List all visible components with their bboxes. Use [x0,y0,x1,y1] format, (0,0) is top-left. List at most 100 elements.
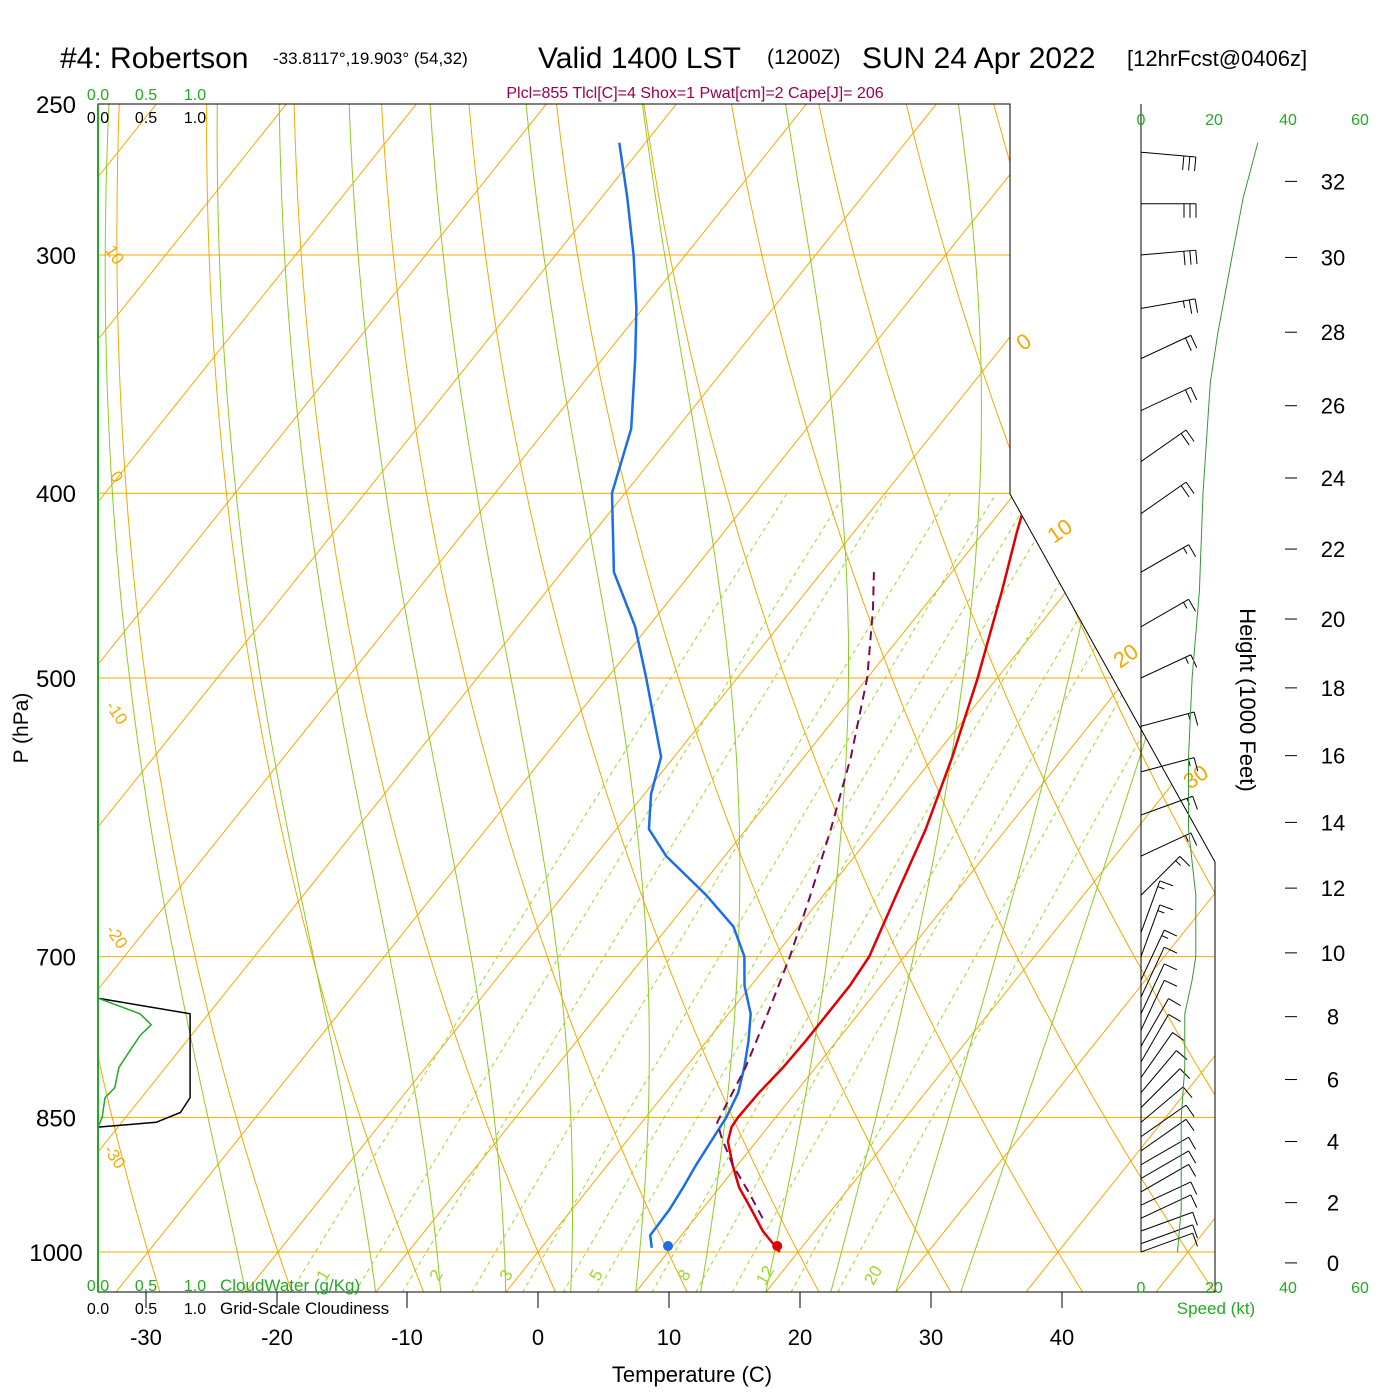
height-tick-label: 12 [1321,876,1345,901]
moist-adiabat-line [104,104,247,1292]
wind-barb-staff [1140,1118,1187,1152]
pressure-tick-label: 300 [36,243,76,270]
wind-barb-staff [1140,654,1192,679]
wind-barb-staff [1140,249,1196,256]
height-tick-label: 24 [1321,466,1345,491]
pressure-tick-label: 700 [36,945,76,972]
wind-barb-staff [1140,880,1161,933]
wind-barb-staff [1140,1224,1193,1245]
wind-barb-flag [1188,1150,1197,1164]
speed-tick-bottom: 40 [1279,1280,1297,1297]
wind-barb-staff [1140,1068,1181,1108]
mixing-ratio-line [471,492,951,1292]
height-tick-label: 14 [1321,810,1345,835]
dry-adiabat-line [1157,104,1215,1292]
wind-barb-staff [1140,832,1192,857]
y-axis-label-right: Height (1000 Feet) [1235,608,1260,791]
mixing-ratio-line [401,492,889,1292]
dry-adiabat-line [638,104,1084,1292]
wind-barb-flag [1185,429,1195,442]
wind-barb-flag [1188,1164,1197,1177]
chart-title-zulu: (1200Z) [767,46,841,69]
wind-barb-staff [1140,856,1181,896]
pressure-tick-label: 400 [36,481,76,508]
mixing-ratio-line [731,492,1185,1292]
isotherm-line [98,104,574,1292]
cloud-scale-bottom-black: 1.0 [184,1301,206,1318]
surface-dewpoint-dot [663,1241,673,1251]
moist-adiabat-line [522,104,650,1292]
chart-title-station: #4: Robertson [60,42,248,75]
dry-adiabat-line [292,104,557,1292]
height-tick-label: 18 [1321,676,1345,701]
wind-barb-flag [1159,880,1174,887]
wind-barb-flag [1176,1050,1188,1060]
wind-barb-staff [1140,151,1196,158]
wind-barb-flag [1180,485,1190,498]
height-tick-label: 30 [1321,245,1345,270]
wind-barb-flag [1179,856,1191,867]
x-tick-label: -30 [130,1325,162,1350]
chart-title-date: SUN 24 Apr 2022 [862,42,1095,75]
mixing-ratio-line [695,492,1152,1292]
wind-barb-flag [1188,544,1197,558]
cloudwater-label: CloudWater (g/Kg) [220,1276,360,1295]
height-tick-label: 28 [1321,320,1345,345]
isotherm-line [98,104,184,1292]
x-tick-label: -10 [391,1325,423,1350]
wind-barb-half [1184,657,1189,664]
wind-barb-staff [1140,757,1195,773]
speed-tick-bottom: 60 [1351,1280,1369,1297]
wind-barb-staff [1140,929,1165,981]
isotherm-line [115,104,1094,1292]
wind-barb-flag [1192,796,1198,810]
parcel-line [716,572,875,1219]
dry-adiabat-line [116,104,293,1292]
wind-barb-flag [1164,946,1178,954]
wind-barb-flag [1168,1013,1181,1022]
speed-tick-top: 60 [1351,112,1369,129]
moist-adiabat-line [830,104,982,1292]
wind-panel: 0 20 40 600 20 40 60 [1137,104,1369,1297]
wind-barb-flag [1159,904,1174,911]
dry-adiabat-line [811,104,1215,1292]
dry-adiabat-label: 0 [106,468,127,487]
moist-adiabat-line [427,104,574,1292]
dry-adiabat-line [379,104,688,1292]
mixing-ratio-line [596,492,1064,1292]
wind-barb-flag [1183,251,1186,266]
wind-barb-staff [1140,429,1187,462]
dry-adiabat-label: -10 [102,697,132,728]
wind-barb-staff [1140,1050,1177,1094]
wind-barb-flag [1193,711,1199,726]
cloud-scale-bottom-green: 0.5 [135,1278,157,1295]
wind-barb-flag [1188,1137,1197,1150]
moist-adiabat-line [216,104,377,1292]
height-tick-label: 2 [1327,1191,1339,1216]
wind-barb-flag [1188,599,1197,612]
pressure-tick-label: 1000 [29,1240,82,1267]
mixing-ratio-label: 20 [860,1262,886,1288]
wind-barb-staff [1140,946,1165,998]
wind-barb-half [1184,835,1189,842]
wind-barb-flag [1180,433,1190,446]
surface-temperature-dot [772,1241,783,1251]
isotherm-line [765,104,1215,1292]
wind-barb-staff [1140,1150,1189,1179]
wind-barb-flag [1194,298,1199,313]
wind-barb-flag [1182,155,1185,170]
wind-barb-staff [1140,1181,1192,1206]
isotherm-line [98,104,964,1292]
pressure-tick-label: 250 [36,92,76,119]
speed-axis-label: Speed (kt) [1177,1299,1255,1318]
wind-barb-staff [1140,544,1189,573]
moist-adiabat-label: 10 [1043,514,1077,549]
cloud-panel: 0.0 0.5 1.00.0 0.5 1.00.0 0.5 1.00.0 0.5 1.0 [87,87,206,1318]
wind-barb-flag [1179,1068,1191,1079]
wind-barb-staff [1140,904,1161,957]
moist-adiabat-line [895,104,1148,1292]
speed-tick-bottom: 20 [1205,1280,1223,1297]
isotherm-line [98,104,314,1292]
wind-barb-flag [1168,998,1181,1007]
